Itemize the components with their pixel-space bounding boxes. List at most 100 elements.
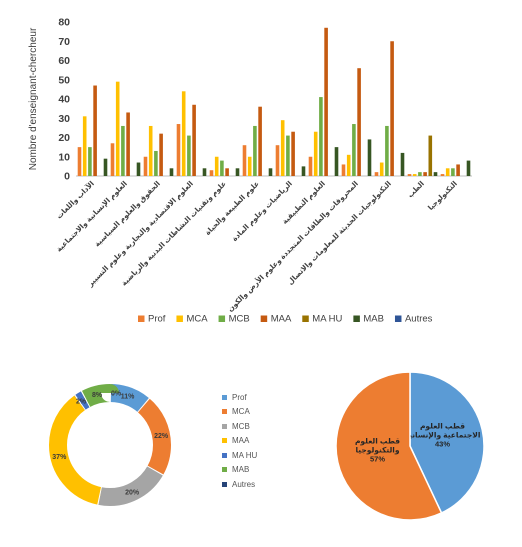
bar-mca [313,131,318,176]
donut-slice [49,384,171,506]
legend-label: MA HU [312,314,342,325]
bar-prof [242,145,247,176]
bar-maa [126,112,130,176]
y-tick-label: 50 [58,74,70,86]
bar-prof [341,164,346,176]
x-tick-label: التكنولوجيا [426,179,459,212]
bar-mca [445,168,450,176]
bar-mca [412,174,417,176]
legend-label: MCB [232,421,250,431]
bar-maa [258,106,262,176]
donut-ring [48,383,172,507]
bar-prof [209,170,214,176]
bar-mcb [187,135,191,176]
y-tick-label: 30 [58,113,70,125]
legend-label: MCA [186,314,208,325]
bar-prof [374,172,379,176]
bar-mca [82,116,87,176]
donut-data-label: 11% [121,394,135,401]
bar-mcb [286,135,290,176]
bar-maa [390,41,394,176]
y-tick-label: 0 [64,171,70,183]
bar-maa [93,85,97,176]
donut-slice [49,384,171,506]
pie-slice [409,371,485,514]
bar-maa [456,164,460,176]
bar-mab [334,147,339,177]
bar-mcb [121,125,125,176]
legend-label: MCB [229,314,250,325]
donut-chart: 11% 22% 20% 37% 2% 8% 0% [48,383,172,507]
bar-mcb [451,168,455,176]
legend-swatch [222,452,227,458]
legend-swatch [222,481,227,487]
pie-slice-name: والتكنولوجيا [355,445,399,454]
bar-maa [324,27,328,177]
legend-label: Prof [232,392,247,402]
bar-maa [291,131,295,176]
legend-swatch [176,315,183,322]
bar-mcb [220,160,224,176]
y-axis-title: Nombre d'enseignant-chercheur [28,27,39,170]
bar-mcb [385,125,389,176]
bar-maa [423,172,427,176]
legend-label: MAA [271,314,292,325]
legend-swatch [394,315,402,322]
x-tick-label: الرياضيات وعلوم المادة [230,179,294,243]
donut-legend-item: MAA [222,434,257,449]
bar-mab [202,168,207,176]
donut-legend-item: MAB [222,463,257,478]
bar-mab [103,158,108,176]
bar-mab [235,168,240,176]
bar-mab [367,139,372,176]
bar-mca [115,81,120,176]
bar-mab [268,168,273,176]
legend-swatch [353,315,360,322]
legend-label: MA HU [232,450,258,460]
bar-mca [346,154,351,176]
y-tick-label: 10 [58,151,70,163]
donut-legend-item: MA HU [222,448,257,463]
donut-data-label: 37% [52,454,67,461]
pie-slice [335,371,443,521]
bar-ma-hu [428,135,433,176]
legend-label: Autres [405,314,433,325]
bar-mab [169,168,174,176]
y-tick-label: 20 [58,132,70,144]
bar-mcb [352,124,356,176]
pie-slice-name: قطب العلوم [420,422,465,431]
donut-data-label: 0% [111,391,122,398]
pie-slice-name: الاجتماعية والإنسانية [405,431,481,440]
legend-label: Autres [232,479,256,489]
bar-mca [148,125,153,176]
bar-mca [181,91,186,176]
donut-data-label: 8% [92,392,103,399]
legend-label: Prof [148,314,166,325]
bar-mca [280,120,285,176]
y-tick-label: 80 [58,17,70,29]
donut-legend: Prof MCA MCB MAA MA HU MAB Autres [222,390,257,492]
bar-mca [247,156,252,176]
donut-legend-item: Autres [222,477,257,492]
pie-data-label: 57% [370,454,385,463]
bar-mcb [253,125,257,176]
legend-label: MAA [232,436,250,446]
legend-swatch [138,315,145,322]
pie-data-label: 43% [435,440,450,449]
legend-swatch [222,438,227,444]
bar-prof [110,143,115,176]
bar-prof [143,156,148,176]
bar-mcb [319,97,323,176]
legend-swatch [222,409,227,415]
bar-prof [407,174,412,176]
donut-legend-item: MCB [222,419,257,434]
bar-maa [225,168,229,176]
legend-label: MAB [363,314,384,325]
bar-prof [176,124,181,176]
bar-mab [301,166,306,177]
donut-data-label: 22% [154,433,169,440]
bar-chart: 0 10 20 30 40 50 60 70 80 Nombre d'enseignant-che… [28,17,472,325]
x-tick-label: الطب [406,179,426,199]
donut-legend-item: Prof [222,390,257,405]
